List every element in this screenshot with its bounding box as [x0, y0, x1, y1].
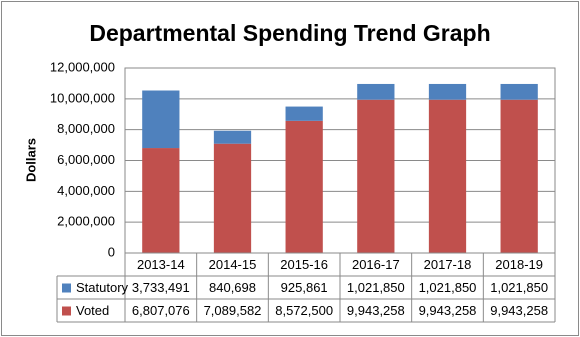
bar — [142, 90, 180, 149]
x-tick-label: 2013-14 — [137, 257, 185, 272]
y-tick-label: 4,000,000 — [57, 183, 115, 198]
chart-title: Departmental Spending Trend Graph — [89, 20, 490, 46]
bar — [213, 143, 252, 253]
table-value: 6,807,076 — [132, 303, 190, 318]
table-value: 840,698 — [209, 280, 256, 295]
y-tick-label: 8,000,000 — [57, 121, 115, 136]
bar — [357, 99, 395, 254]
bar — [428, 83, 467, 100]
table-value: 1,021,850 — [490, 280, 548, 295]
y-axis-label: Dollars — [23, 138, 38, 182]
x-tick-label: 2015-16 — [280, 257, 328, 272]
table-value: 3,733,491 — [132, 280, 190, 295]
y-tick-label: 10,000,000 — [50, 90, 115, 105]
table-value: 8,572,500 — [275, 303, 333, 318]
x-tick-label: 2017-18 — [424, 257, 472, 272]
bar — [357, 83, 395, 100]
bar — [428, 99, 467, 254]
bar — [500, 83, 538, 100]
legend-swatch — [62, 283, 71, 293]
y-tick-label: 12,000,000 — [50, 59, 115, 74]
bar — [285, 106, 323, 121]
bar — [500, 99, 538, 254]
legend-swatch — [62, 306, 71, 316]
bar — [142, 148, 180, 253]
table-value: 9,943,258 — [419, 303, 477, 318]
bar — [285, 120, 323, 253]
y-tick-label: 2,000,000 — [57, 214, 115, 229]
x-tick-label: 2014-15 — [209, 257, 257, 272]
legend-label: Voted — [76, 303, 109, 318]
bar — [213, 130, 252, 144]
x-tick-label: 2016-17 — [352, 257, 400, 272]
table-value: 1,021,850 — [419, 280, 477, 295]
legend-label: Statutory — [76, 280, 129, 295]
table-value: 1,021,850 — [347, 280, 405, 295]
y-tick-label: 6,000,000 — [57, 152, 115, 167]
table-value: 7,089,582 — [204, 303, 262, 318]
table-value: 9,943,258 — [347, 303, 405, 318]
y-tick-label: 0 — [108, 244, 115, 259]
x-tick-label: 2018-19 — [495, 257, 543, 272]
table-value: 9,943,258 — [490, 303, 548, 318]
table-value: 925,861 — [281, 280, 328, 295]
